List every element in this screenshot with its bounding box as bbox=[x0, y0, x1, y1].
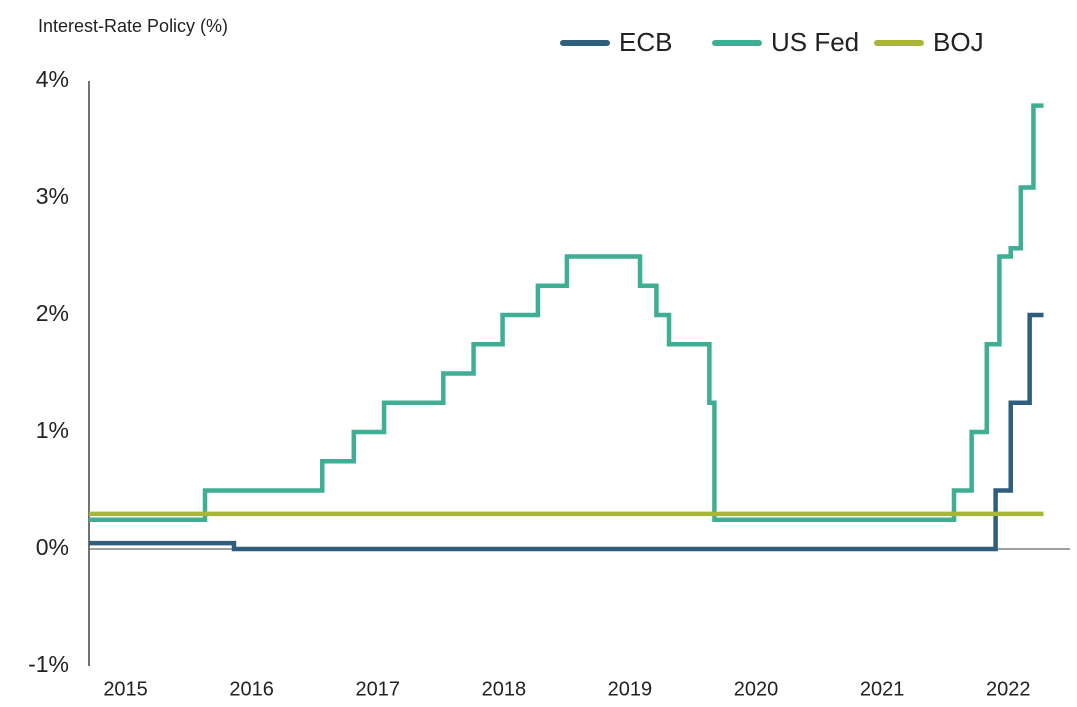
chart-title: Interest-Rate Policy (%) bbox=[38, 16, 228, 36]
legend-label: BOJ bbox=[933, 27, 984, 57]
x-tick-label: 2016 bbox=[229, 678, 274, 700]
x-tick-label: 2017 bbox=[356, 678, 401, 700]
y-tick-label: 4% bbox=[36, 66, 69, 92]
series-line bbox=[89, 312, 1044, 552]
x-tick-label: 2015 bbox=[103, 678, 148, 700]
y-tick-label: -1% bbox=[28, 651, 69, 677]
y-tick-label: 1% bbox=[36, 417, 69, 443]
series-line bbox=[89, 103, 1044, 522]
y-tick-label: 0% bbox=[36, 534, 69, 560]
x-tick-label: 2018 bbox=[482, 678, 527, 700]
y-tick-label: 3% bbox=[36, 183, 69, 209]
legend-label: ECB bbox=[619, 27, 672, 57]
legend-label: US Fed bbox=[771, 27, 859, 57]
x-tick-label: 2019 bbox=[608, 678, 653, 700]
x-tick-label: 2020 bbox=[734, 678, 779, 700]
x-tick-label: 2021 bbox=[860, 678, 905, 700]
y-tick-label: 2% bbox=[36, 300, 69, 326]
x-tick-label: 2022 bbox=[986, 678, 1031, 700]
